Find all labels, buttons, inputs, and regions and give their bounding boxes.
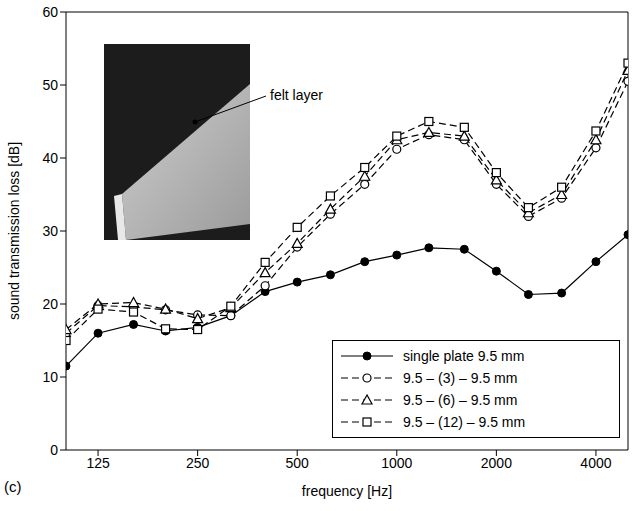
html-text:9.5 – (6) – 9.5 mm: 9.5 – (6) – 9.5 mm — [403, 392, 518, 408]
svg-text:1000: 1000 — [381, 455, 412, 471]
svg-text:50: 50 — [42, 77, 58, 93]
svg-text:20: 20 — [42, 296, 58, 312]
svg-text:0: 0 — [50, 442, 58, 458]
svg-text:30: 30 — [42, 223, 58, 239]
svg-text:(c): (c) — [4, 478, 22, 495]
html-text:9.5 – (3) – 9.5 mm: 9.5 – (3) – 9.5 mm — [403, 370, 518, 386]
svg-text:500: 500 — [286, 455, 310, 471]
svg-text:4000: 4000 — [580, 455, 611, 471]
html-text:single plate 9.5 mm: single plate 9.5 mm — [403, 348, 525, 364]
svg-text:2000: 2000 — [481, 455, 512, 471]
svg-text:40: 40 — [42, 150, 58, 166]
svg-text:frequency [Hz]: frequency [Hz] — [302, 483, 392, 499]
svg-text:sound transmission loss [dB]: sound transmission loss [dB] — [6, 142, 22, 320]
html-text:9.5 – (12) – 9.5 mm: 9.5 – (12) – 9.5 mm — [403, 414, 526, 430]
svg-text:10: 10 — [42, 369, 58, 385]
svg-text:125: 125 — [86, 455, 110, 471]
svg-text:60: 60 — [42, 4, 58, 20]
svg-text:250: 250 — [186, 455, 210, 471]
svg-text:felt layer: felt layer — [270, 87, 323, 103]
